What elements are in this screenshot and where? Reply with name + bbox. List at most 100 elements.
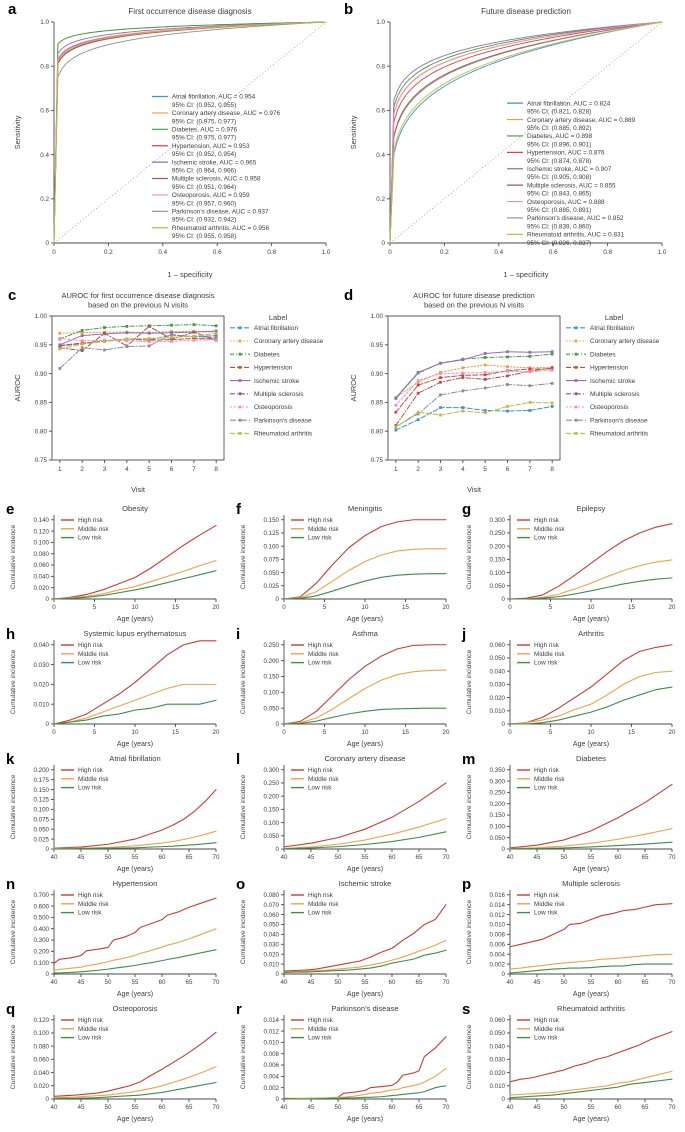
x-tick-label: 45 bbox=[78, 1104, 85, 1111]
roc-curve-hypertension bbox=[389, 21, 663, 244]
y-axis-label: Cumulative incidence bbox=[240, 1024, 247, 1089]
marker-coronary-artery-disease bbox=[416, 380, 420, 384]
y-tick-label: 0.010 bbox=[264, 961, 280, 968]
marker-parkinson-s-disease bbox=[506, 383, 509, 386]
x-tick-label: 50 bbox=[335, 854, 342, 861]
legend-marker bbox=[574, 432, 578, 435]
x-tick-label: 70 bbox=[213, 854, 220, 861]
marker-ischemic-stroke bbox=[528, 350, 532, 354]
marker-atrial-fibrillation bbox=[439, 406, 442, 409]
incidence-curve-high-risk bbox=[283, 519, 447, 600]
y-tick-label: 0.95 bbox=[371, 342, 384, 349]
legend-ci-label: 95% CI: (0.957, 0.960) bbox=[172, 200, 236, 207]
x-tick-label: 40 bbox=[51, 1104, 58, 1111]
x-axis-label: Age (years) bbox=[347, 991, 383, 998]
x-tick-label: 40 bbox=[51, 854, 58, 861]
y-tick-label: 0.125 bbox=[34, 797, 50, 804]
incidence-curve-low-risk bbox=[283, 949, 447, 974]
incidence-chart-lupus: Systemic lupus erythematosus 0 5 10 15 20 0 0.0… bbox=[10, 629, 220, 748]
y-tick-label: 0.600 bbox=[34, 903, 50, 910]
x-axis-label: Age (years) bbox=[347, 1116, 383, 1123]
legend-label: Low risk bbox=[78, 910, 102, 917]
legend-label: Diabetes, AUC = 0.976 bbox=[172, 127, 238, 134]
legend-label: Middle risk bbox=[78, 776, 109, 783]
panel-letter-a: a bbox=[8, 1, 17, 18]
incidence-curve-high-risk bbox=[53, 897, 217, 964]
legend-ci-label: 95% CI: (0.826, 0.837) bbox=[527, 240, 591, 247]
series-line-diabetes bbox=[59, 324, 217, 340]
panel-h: h Systemic lupus erythematosus 0 5 10 15 20 0 0… bbox=[6, 627, 224, 752]
marker-multiple-sclerosis bbox=[170, 337, 173, 341]
marker-osteoporosis bbox=[439, 372, 442, 375]
y-tick-label: 0.80 bbox=[371, 428, 384, 435]
legend-label: Hypertension, AUC = 0.876 bbox=[527, 150, 605, 157]
y-tick-label: 0 bbox=[502, 596, 506, 603]
marker-osteoporosis bbox=[192, 338, 196, 342]
marker-diabetes bbox=[214, 324, 218, 328]
incidence-chart-arthritis: Arthritis 0 5 10 15 20 0 0.010 0.020 0.030 0.040 0.… bbox=[466, 629, 676, 748]
legend-label: Atrial fibrillation bbox=[254, 325, 298, 332]
marker-diabetes bbox=[170, 323, 173, 327]
y-tick-label: 0.050 bbox=[490, 1030, 506, 1037]
y-tick-label: 0.100 bbox=[490, 570, 506, 577]
x-tick-label: 1 bbox=[58, 466, 62, 473]
x-tick-label: 0.8 bbox=[267, 249, 276, 256]
y-tick-label: 0.050 bbox=[264, 570, 280, 577]
legend-marker bbox=[238, 366, 242, 369]
y-tick-label: 0.030 bbox=[34, 662, 50, 669]
marker-hypertension bbox=[439, 376, 442, 380]
y-tick-label: 0.150 bbox=[264, 517, 280, 524]
roc-curve-rheumatoid-arthritis bbox=[389, 21, 663, 244]
legend-label: Middle risk bbox=[78, 651, 109, 658]
panel-j: j Arthritis 0 5 10 15 20 0 0.010 0.020 0.030 0.040… bbox=[462, 627, 680, 752]
x-tick-label: 70 bbox=[669, 1104, 676, 1111]
panel-e: e Obesity 0 5 10 15 20 0 0.020 0.040 0.060 0.080 0.… bbox=[6, 502, 224, 627]
marker-ischemic-stroke bbox=[214, 329, 218, 333]
chart-title: Obesity bbox=[122, 504, 148, 513]
incidence-curve-middle-risk bbox=[53, 559, 217, 600]
incidence-chart-osteoporosis: Osteoporosis 40 45 50 55 60 65 70 0 0.020 0.040 0.0… bbox=[10, 1004, 220, 1123]
x-tick-label: 60 bbox=[615, 979, 622, 986]
chart-title: Systemic lupus erythematosus bbox=[84, 629, 187, 638]
y-tick-label: 0.060 bbox=[34, 562, 50, 569]
x-tick-label: 65 bbox=[186, 979, 193, 986]
legend-label: Middle risk bbox=[534, 1026, 565, 1033]
y-tick-label: 0 bbox=[276, 596, 280, 603]
y-axis-label: Sensitivity bbox=[13, 115, 22, 149]
y-tick-label: 0.6 bbox=[40, 108, 49, 115]
y-tick-label: 0.004 bbox=[264, 1074, 280, 1081]
chart-title: Coronary artery disease bbox=[324, 754, 405, 763]
marker-coronary-artery-disease bbox=[80, 331, 84, 335]
chart-title: Future disease prediction bbox=[481, 7, 571, 16]
marker-osteoporosis bbox=[58, 337, 62, 340]
series-line-parkinson-s-disease bbox=[395, 382, 553, 428]
y-tick-label: 0.020 bbox=[34, 682, 50, 689]
legend-label: Low risk bbox=[78, 785, 102, 792]
y-tick-label: 0.300 bbox=[264, 767, 280, 774]
y-axis-label: Cumulative incidence bbox=[10, 774, 17, 839]
chance-diagonal bbox=[53, 21, 327, 244]
y-tick-label: 0.700 bbox=[34, 892, 50, 899]
y-axis-label: Cumulative incidence bbox=[466, 1024, 473, 1089]
x-tick-label: 70 bbox=[669, 854, 676, 861]
legend-marker bbox=[238, 418, 242, 422]
x-tick-label: 0 bbox=[508, 729, 512, 736]
marker-parkinson-s-disease bbox=[461, 389, 465, 393]
x-tick-label: 15 bbox=[628, 729, 635, 736]
y-tick-label: 0.002 bbox=[264, 1085, 280, 1092]
incidence-curve-low-risk bbox=[53, 842, 217, 850]
legend-label: High risk bbox=[78, 767, 104, 774]
marker-hypertension bbox=[528, 367, 532, 371]
legend-title: Label bbox=[605, 313, 624, 322]
incidence-chart-asthma: Asthma 0 5 10 15 20 0 0.050 0.100 0.150 0.200 0.250… bbox=[240, 629, 450, 748]
marker-multiple-sclerosis bbox=[461, 376, 465, 380]
x-axis-label: Age (years) bbox=[117, 741, 153, 748]
y-tick-label: 0.025 bbox=[264, 583, 280, 590]
marker-rheumatoid-arthritis bbox=[461, 409, 465, 413]
y-axis-label: Cumulative incidence bbox=[466, 649, 473, 714]
x-tick-label: 45 bbox=[534, 854, 541, 861]
y-tick-label: 0.010 bbox=[34, 701, 50, 708]
legend-label: Multiple sclerosis, AUC = 0.855 bbox=[527, 182, 616, 189]
x-tick-label: 65 bbox=[642, 1104, 649, 1111]
x-tick-label: 65 bbox=[416, 979, 423, 986]
